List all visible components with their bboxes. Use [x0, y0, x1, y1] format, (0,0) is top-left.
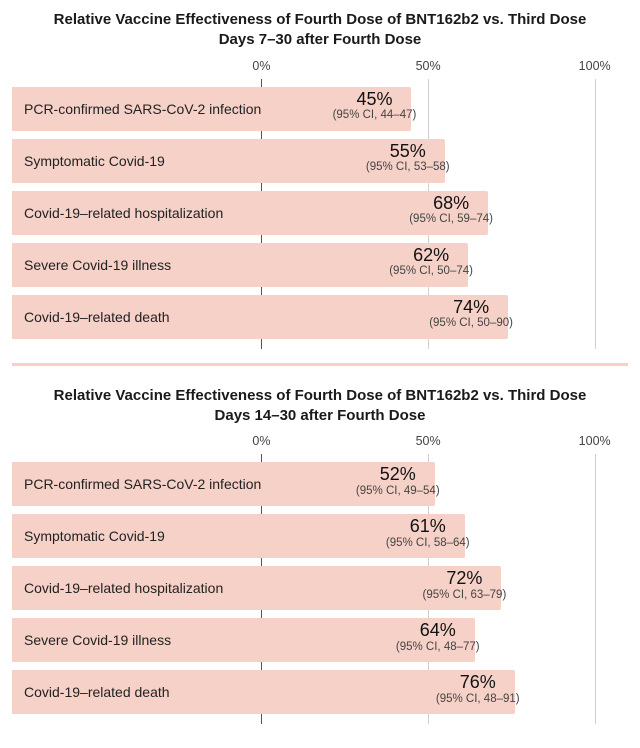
bar-row: PCR-confirmed SARS-CoV-2 infection 45%(95… — [12, 87, 628, 131]
bar-label: Symptomatic Covid-19 — [24, 528, 165, 544]
bar-label: Severe Covid-19 illness — [24, 632, 171, 648]
bar-label: Symptomatic Covid-19 — [24, 153, 165, 169]
bar-ci: (95% CI, 59–74) — [409, 213, 493, 226]
chart-1-title: Relative Vaccine Effectiveness of Fourth… — [52, 10, 588, 51]
axis-tick-label: 50% — [416, 59, 441, 73]
bar-ci: (95% CI, 50–74) — [389, 265, 473, 278]
axis-tick-label: 0% — [252, 434, 270, 448]
bar-ci: (95% CI, 44–47) — [333, 109, 417, 122]
axis-tick-label: 50% — [416, 434, 441, 448]
bar-ci: (95% CI, 58–64) — [386, 537, 470, 550]
bar-row: Severe Covid-19 illness 64%(95% CI, 48–77… — [12, 618, 628, 662]
bar-row: Covid-19–related death 74%(95% CI, 50–90) — [12, 295, 628, 339]
bar-percent: 62% — [389, 245, 473, 266]
bar-row: Covid-19–related hospitalization 72%(95% … — [12, 566, 628, 610]
bar-ci: (95% CI, 48–77) — [396, 641, 480, 654]
bar-percent: 74% — [429, 297, 513, 318]
bar-value-group: 45%(95% CI, 44–47) — [333, 89, 417, 123]
bar-percent: 68% — [409, 193, 493, 214]
bar-value-group: 61%(95% CI, 58–64) — [386, 516, 470, 550]
chart-1-plot: 0% 50% 100% PCR-confirmed SARS-CoV-2 infect… — [12, 61, 628, 349]
bar-percent: 55% — [366, 141, 450, 162]
axis-tick-label: 100% — [579, 59, 611, 73]
bar-row: PCR-confirmed SARS-CoV-2 infection 52%(95… — [12, 462, 628, 506]
axis-tick-label: 100% — [579, 434, 611, 448]
bar-value-group: 52%(95% CI, 49–54) — [356, 464, 440, 498]
bar-ci: (95% CI, 48–91) — [436, 693, 520, 706]
bar-label: Covid-19–related death — [24, 309, 170, 325]
bar-label: Covid-19–related hospitalization — [24, 580, 223, 596]
bar-row: Covid-19–related hospitalization 68%(95% … — [12, 191, 628, 235]
bar-percent: 45% — [333, 89, 417, 110]
bar-row: Symptomatic Covid-19 61%(95% CI, 58–64) — [12, 514, 628, 558]
bar-label: PCR-confirmed SARS-CoV-2 infection — [24, 101, 261, 117]
chart-2-title: Relative Vaccine Effectiveness of Fourth… — [52, 386, 588, 427]
bar-percent: 61% — [386, 516, 470, 537]
bar-row: Symptomatic Covid-19 55%(95% CI, 53–58) — [12, 139, 628, 183]
bar-label: Covid-19–related death — [24, 684, 170, 700]
bar-row: Severe Covid-19 illness 62%(95% CI, 50–74… — [12, 243, 628, 287]
bar-percent: 72% — [423, 568, 507, 589]
bar-ci: (95% CI, 49–54) — [356, 485, 440, 498]
chart-2-plot: 0% 50% 100% PCR-confirmed SARS-CoV-2 infect… — [12, 436, 628, 724]
bar-value-group: 62%(95% CI, 50–74) — [389, 245, 473, 279]
bar-label: Severe Covid-19 illness — [24, 257, 171, 273]
bar-ci: (95% CI, 50–90) — [429, 317, 513, 330]
bar-value-group: 72%(95% CI, 63–79) — [423, 568, 507, 602]
bar-row: Covid-19–related death 76%(95% CI, 48–91) — [12, 670, 628, 714]
bar-percent: 64% — [396, 620, 480, 641]
axis-tick-label: 0% — [252, 59, 270, 73]
bar-label: PCR-confirmed SARS-CoV-2 infection — [24, 476, 261, 492]
bar-value-group: 64%(95% CI, 48–77) — [396, 620, 480, 654]
chart-2: Relative Vaccine Effectiveness of Fourth… — [12, 386, 628, 725]
divider — [12, 363, 628, 366]
bar-percent: 76% — [436, 672, 520, 693]
bar-ci: (95% CI, 63–79) — [423, 589, 507, 602]
bar-value-group: 74%(95% CI, 50–90) — [429, 297, 513, 331]
bar-label: Covid-19–related hospitalization — [24, 205, 223, 221]
page: Relative Vaccine Effectiveness of Fourth… — [0, 0, 640, 748]
bar-value-group: 55%(95% CI, 53–58) — [366, 141, 450, 175]
bar-value-group: 68%(95% CI, 59–74) — [409, 193, 493, 227]
bar-percent: 52% — [356, 464, 440, 485]
bar-ci: (95% CI, 53–58) — [366, 161, 450, 174]
chart-1: Relative Vaccine Effectiveness of Fourth… — [12, 10, 628, 349]
bar-value-group: 76%(95% CI, 48–91) — [436, 672, 520, 706]
